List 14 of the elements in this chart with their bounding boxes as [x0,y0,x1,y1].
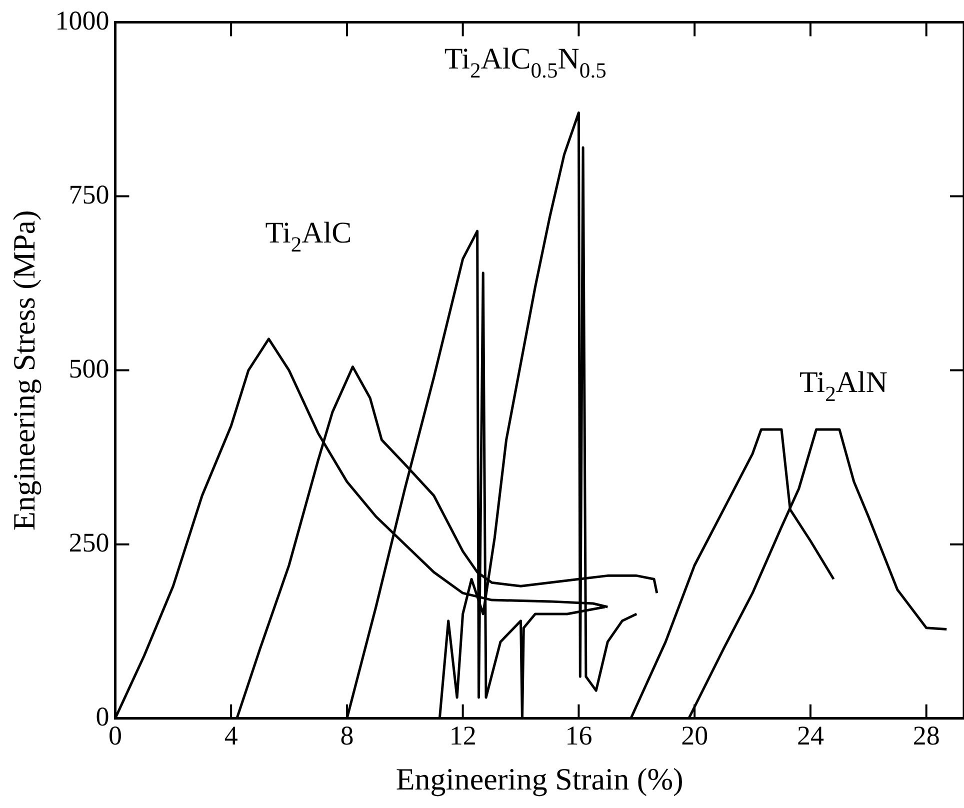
y-tick-label: 500 [68,353,110,384]
x-tick-label: 12 [449,720,476,751]
y-tick-label: 1000 [55,5,110,36]
y-tick-label: 750 [68,179,110,210]
x-tick-label: 20 [681,720,708,751]
y-tick-label: 250 [68,527,110,558]
y-tick-label: 0 [96,701,110,732]
x-tick-label: 16 [565,720,592,751]
x-axis-title: Engineering Strain (%) [396,762,684,797]
x-tick-label: 8 [340,720,354,751]
x-tick-label: 24 [796,720,824,751]
x-tick-label: 4 [224,720,238,751]
y-axis-title: Engineering Stress (MPa) [6,210,42,530]
x-tick-label: 28 [912,720,940,751]
